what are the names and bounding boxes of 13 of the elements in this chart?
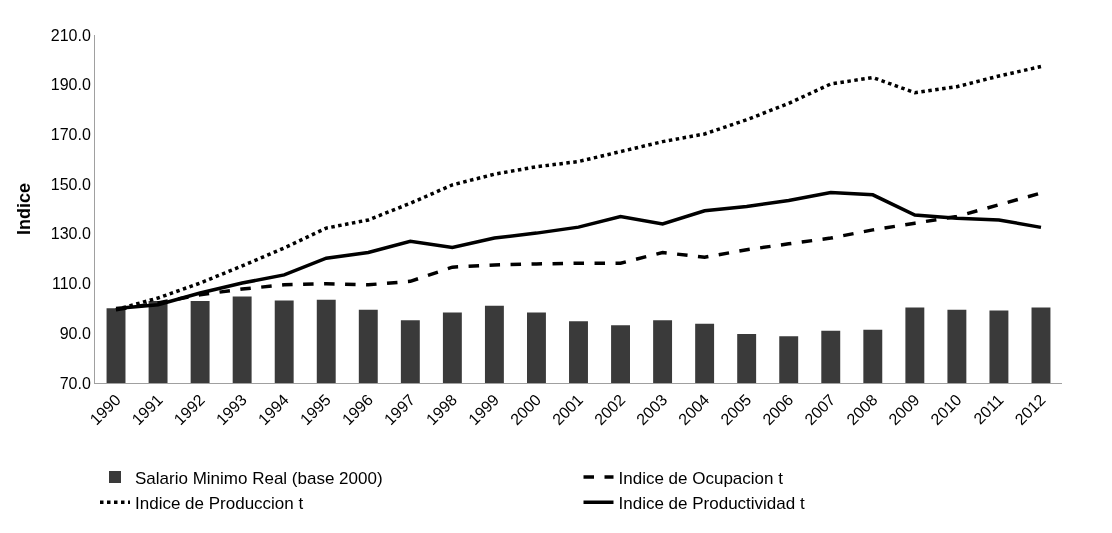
y-tick-label: 210.0	[50, 26, 91, 44]
legend-label: Salario Minimo Real (base 2000)	[135, 468, 383, 488]
y-tick-label: 70.0	[59, 374, 91, 392]
y-tick-label: 170.0	[50, 126, 91, 144]
legend-label: Indice de Ocupacion t	[618, 468, 784, 488]
legend-label: Indice de Productividad t	[618, 493, 805, 513]
y-tick-label: 190.0	[50, 76, 91, 94]
y-tick-label: 150.0	[50, 175, 91, 193]
y-tick-label: 90.0	[59, 324, 91, 342]
legend-label: Indice de Produccion t	[135, 493, 304, 513]
y-tick-label: 110.0	[51, 275, 91, 293]
y-axis-title: Indice	[13, 182, 34, 236]
y-tick-label: 130.0	[50, 225, 91, 243]
